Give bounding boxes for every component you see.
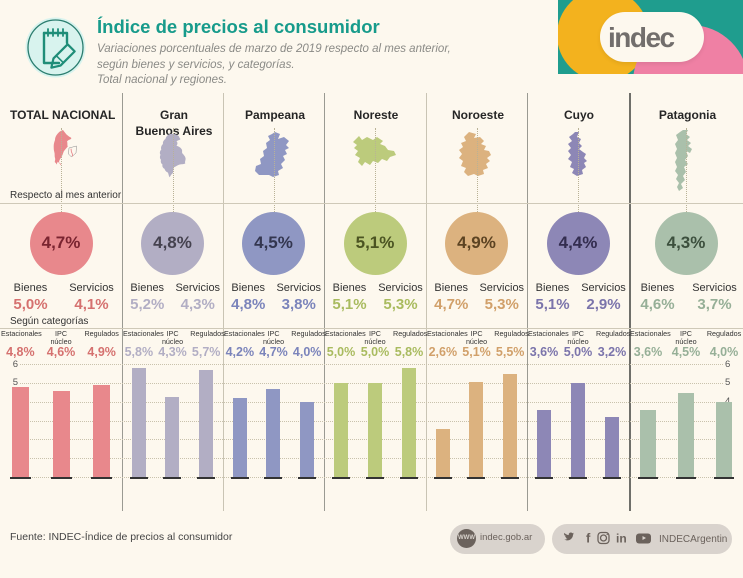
- svg-text:in: in: [616, 532, 627, 546]
- svg-text:f: f: [586, 531, 591, 546]
- svg-text:indec: indec: [608, 22, 675, 53]
- svg-text:INDECArgentina: INDECArgentina: [659, 534, 727, 545]
